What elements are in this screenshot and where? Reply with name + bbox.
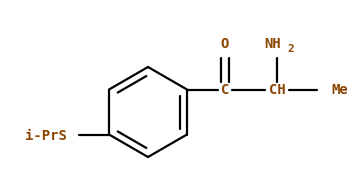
Text: O: O — [221, 36, 229, 50]
Text: CH: CH — [269, 84, 285, 98]
Text: NH: NH — [265, 36, 281, 50]
Text: Me: Me — [331, 84, 348, 98]
Text: C: C — [221, 84, 229, 98]
Text: i-PrS: i-PrS — [25, 129, 67, 143]
Text: 2: 2 — [288, 43, 294, 53]
